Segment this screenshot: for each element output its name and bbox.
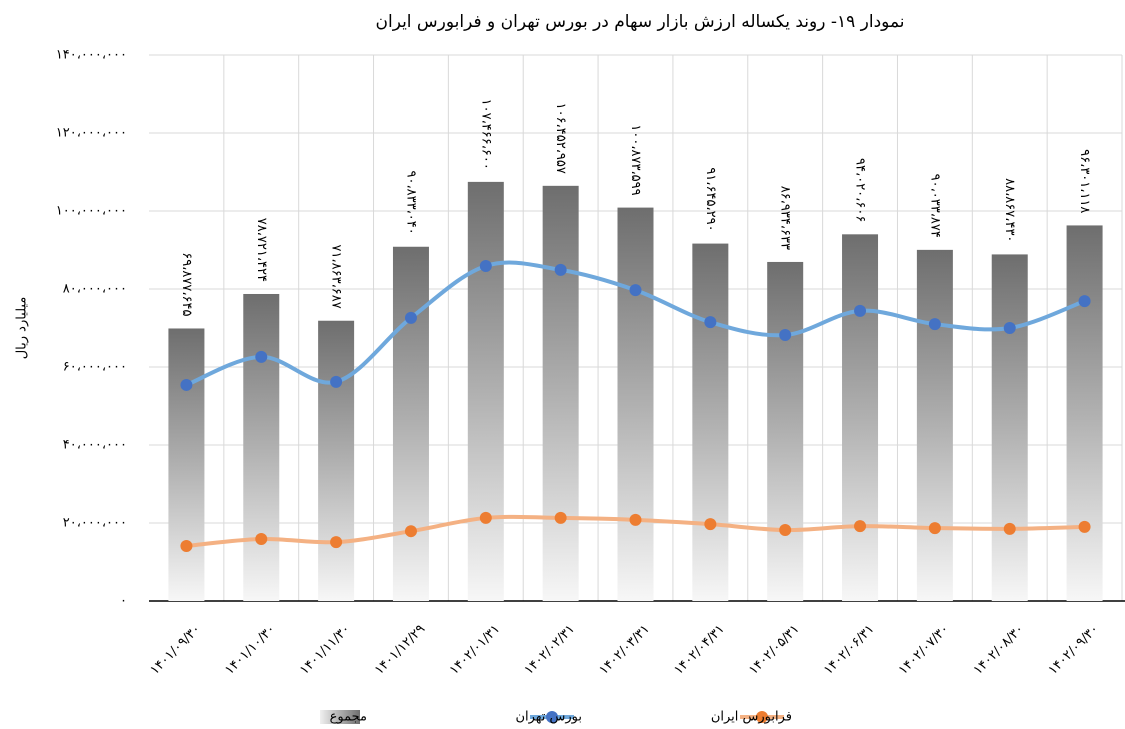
bar [692, 243, 729, 601]
x-tick-label: ۱۴۰۱/۱۱/۳۰ [297, 622, 353, 678]
x-tick-label: ۱۴۰۱/۱۲/۲۹ [372, 622, 428, 678]
point [1078, 295, 1091, 308]
x-tick-label: ۱۴۰۲/۰۵/۳۱ [746, 622, 802, 678]
x-tick-label: ۱۴۰۲/۰۹/۳۰ [1046, 622, 1102, 678]
point [404, 525, 417, 538]
point [330, 536, 343, 549]
point [928, 318, 941, 331]
point [180, 378, 193, 391]
value-label: ۱۰۰،۸۷۳،۵۹۹ [628, 124, 643, 195]
point [854, 520, 867, 533]
value-label: ۹۶،۳۰۱،۱۱۸ [1077, 149, 1092, 213]
point [255, 532, 268, 545]
value-label: ۹۰،۰۳۳،۸۷۴ [927, 174, 942, 238]
y-tick-label: ۱۲۰،۰۰۰،۰۰۰ [56, 126, 127, 141]
y-tick-label: ۸۰،۰۰۰،۰۰۰ [63, 282, 127, 297]
bar [243, 293, 280, 601]
x-tick-label: ۱۴۰۲/۰۷/۳۰ [896, 622, 952, 678]
x-tick-label: ۱۴۰۲/۰۲/۳۱ [522, 622, 578, 678]
value-label: ۹۴،۰۲۰،۶۰۶ [853, 158, 868, 222]
y-tick-label: ۱۴۰،۰۰۰،۰۰۰ [56, 48, 127, 63]
legend-swatch [320, 710, 360, 724]
point [1003, 522, 1016, 535]
y-tick-label: ۴۰،۰۰۰،۰۰۰ [63, 438, 127, 453]
bar [1066, 225, 1103, 601]
x-tick-label: ۱۴۰۲/۰۸/۳۰ [971, 622, 1027, 678]
point [554, 511, 567, 524]
value-label: ۷۱،۸۶۳،۶۸۷ [329, 244, 344, 308]
point [928, 522, 941, 535]
point [180, 540, 193, 553]
bar [467, 181, 504, 602]
y-tick-label: ۱۰۰،۰۰۰،۰۰۰ [56, 204, 127, 219]
point [554, 263, 567, 276]
point [1078, 520, 1091, 533]
point [255, 350, 268, 363]
point [779, 329, 792, 342]
legend-label: مجموع [330, 710, 367, 725]
x-tick-label: ۱۴۰۲/۰۴/۳۱ [671, 622, 727, 678]
y-axis-label: میلیارد ریال [15, 297, 30, 360]
point [629, 513, 642, 526]
point [704, 518, 717, 531]
value-label: ۷۸،۷۲۱،۴۲۴ [254, 218, 269, 282]
point [1003, 322, 1016, 334]
x-tick-label: ۱۴۰۲/۰۳/۳۱ [596, 622, 652, 678]
point [330, 375, 343, 388]
value-label: ۶۹،۸۷۷،۶۴۵ [179, 252, 194, 316]
legend-label: بورس تهران [515, 710, 582, 725]
bar [842, 234, 879, 601]
bar [991, 254, 1028, 601]
value-label: ۸۸،۸۶۷،۴۳۰ [1002, 178, 1017, 242]
point [479, 511, 492, 524]
value-label: ۸۶،۹۳۴،۶۳۳ [778, 186, 793, 250]
bar [392, 246, 429, 601]
y-tick-label: ۰ [120, 594, 127, 609]
point [704, 316, 717, 329]
value-label: ۱۰۷،۴۶۶،۶۰۰ [478, 99, 493, 170]
point [404, 311, 417, 324]
x-tick-label: ۱۴۰۱/۱۰/۳۰ [222, 622, 278, 678]
x-tick-label: ۱۴۰۲/۰۶/۳۱ [821, 622, 877, 678]
point [479, 259, 492, 272]
bar [767, 261, 804, 601]
bar [542, 185, 579, 601]
legend-label: فرابورس ایران [711, 710, 792, 725]
point [854, 304, 867, 317]
x-tick-label: ۱۴۰۲/۰۱/۳۱ [447, 622, 503, 678]
x-tick-label: ۱۴۰۱/۰۹/۳۰ [147, 622, 203, 678]
y-tick-label: ۶۰،۰۰۰،۰۰۰ [63, 360, 127, 375]
point [629, 284, 642, 297]
bar [168, 328, 205, 601]
y-tick-label: ۲۰،۰۰۰،۰۰۰ [63, 516, 127, 531]
bar [318, 320, 355, 601]
value-label: ۹۱،۶۴۵،۲۹۰ [703, 167, 718, 231]
chart-title: نمودار ۱۹- روند یکساله ارزش بازار سهام د… [375, 12, 904, 32]
value-label: ۹۰،۸۳۳،۰۴۰ [403, 170, 418, 234]
legend-swatch [756, 711, 768, 723]
legend-swatch [546, 711, 558, 723]
bar [916, 249, 953, 601]
value-label: ۱۰۶،۴۵۲،۹۵۷ [553, 103, 568, 174]
bar [617, 207, 654, 601]
point [779, 524, 792, 537]
